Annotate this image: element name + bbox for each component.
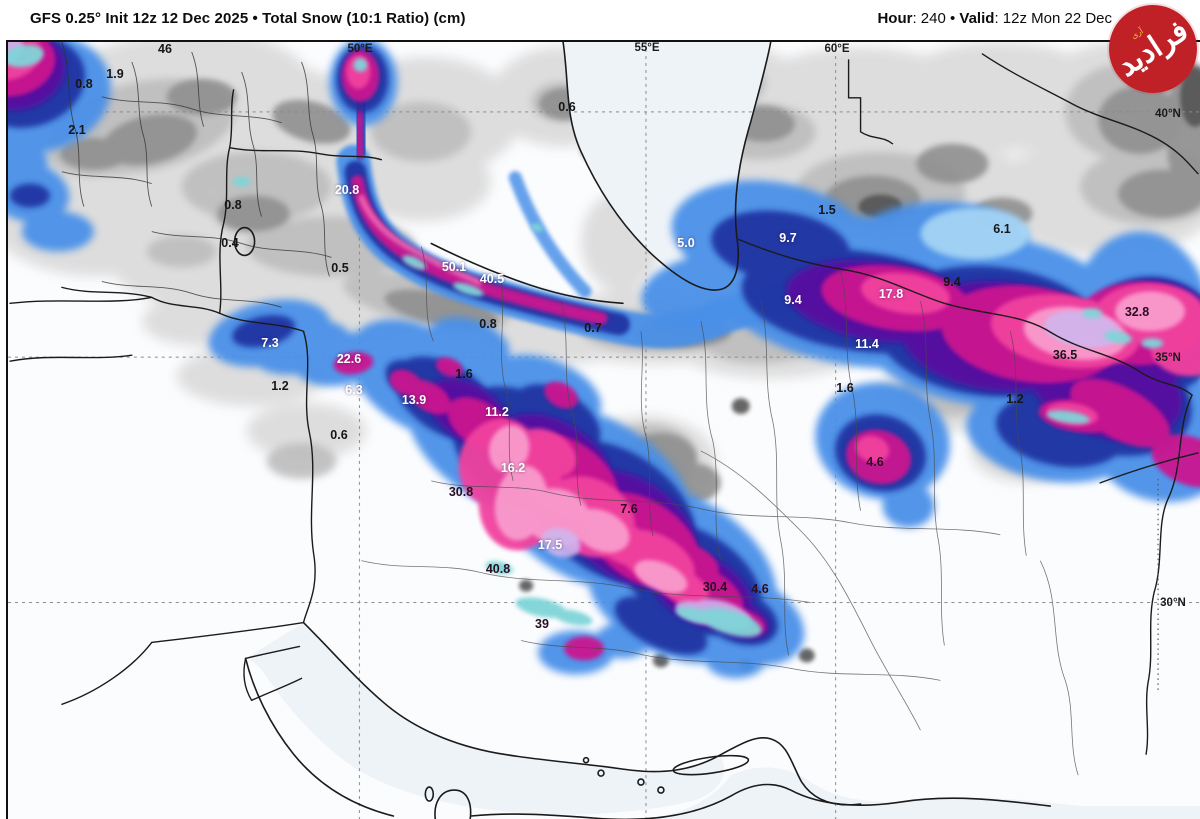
valid-time-info: Hour: 240 • Valid: 12z Mon 22 Dec <box>877 10 1112 27</box>
snow-lightblue-layer <box>920 207 1031 260</box>
valid-time-key: Valid <box>959 10 995 27</box>
valid-time-key: Hour <box>877 10 913 27</box>
header-bar: GFS 0.25° Init 12z 12 Dec 2025 • Total S… <box>0 0 1200 40</box>
forecast-map: 46 0.8 1.9 2.1 0.8 0.4 20.8 0.5 50.1 40.5 0.6 0.8 0.… <box>6 40 1200 819</box>
map-canvas <box>8 42 1200 819</box>
snow-teal-layer <box>8 44 1164 637</box>
longitude-label: 50°E <box>347 43 373 55</box>
coastlines <box>233 42 1052 819</box>
valid-time-value: : 12z Mon 22 Dec <box>994 10 1112 27</box>
latitude-label: 30°N <box>1160 597 1186 609</box>
country-borders <box>9 53 1199 755</box>
model-run-title: GFS 0.25° Init 12z 12 Dec 2025 • Total S… <box>30 10 466 27</box>
logo-text: فرادید <box>1111 13 1194 84</box>
longitude-label: 55°E <box>634 42 660 54</box>
faradeed-logo: آری فرادید <box>1109 5 1197 93</box>
latitude-label: 35°N <box>1155 352 1181 364</box>
valid-time-value: : 240 • <box>912 10 960 27</box>
gulf-of-oman <box>640 767 1200 819</box>
longitude-label: 60°E <box>824 43 850 55</box>
persian-gulf <box>245 622 725 815</box>
province-borders <box>361 246 1079 776</box>
caucasus-borders <box>61 42 332 308</box>
latitude-label: 40°N <box>1155 108 1181 120</box>
